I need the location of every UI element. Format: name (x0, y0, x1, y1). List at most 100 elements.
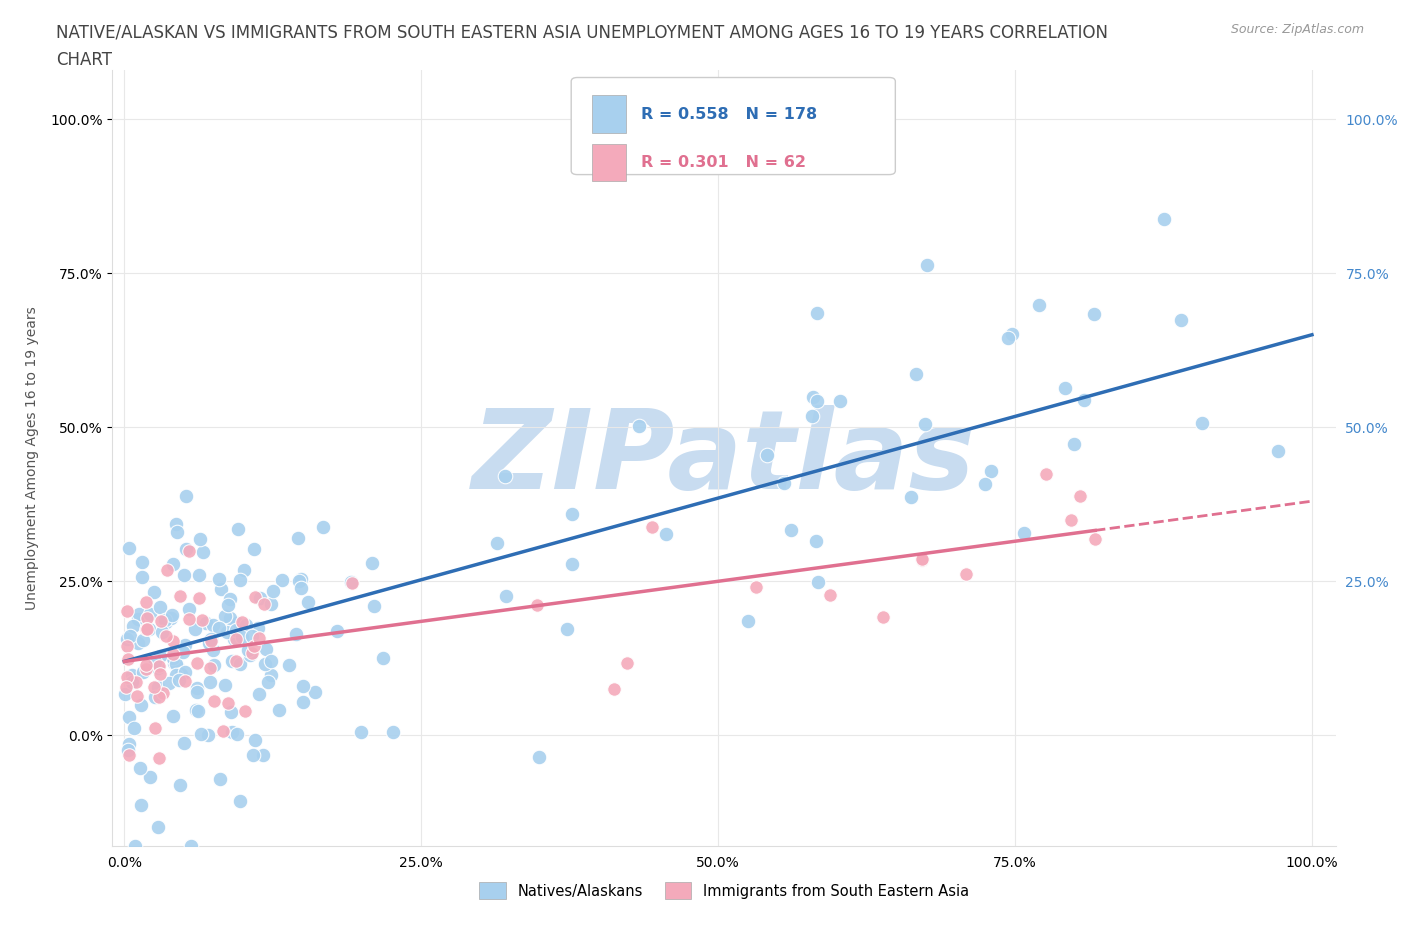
Point (806, 306, 828, 321)
Point (561, 556, 583, 571)
Point (1035, 467, 1057, 482)
Point (121, 668, 143, 683)
Point (217, 696, 239, 711)
Point (191, 545, 214, 560)
Point (129, 761, 152, 776)
Point (349, 724, 371, 739)
Point (143, 689, 166, 704)
Point (253, 596, 276, 611)
Point (801, 409, 824, 424)
Point (122, 618, 145, 633)
Point (152, 685, 174, 700)
Point (914, 417, 936, 432)
Point (174, 637, 197, 652)
Point (218, 610, 240, 625)
Point (252, 748, 274, 763)
Point (202, 643, 225, 658)
Point (208, 620, 231, 635)
Point (225, 654, 247, 669)
Point (304, 684, 326, 699)
Point (231, 630, 253, 644)
Text: Source: ZipAtlas.com: Source: ZipAtlas.com (1230, 23, 1364, 36)
Point (162, 650, 184, 665)
Point (1267, 444, 1289, 458)
Point (287, 530, 309, 545)
Point (1012, 525, 1035, 540)
Point (169, 778, 191, 793)
Point (229, 794, 252, 809)
Point (260, 654, 283, 669)
Text: NATIVE/ALASKAN VS IMMIGRANTS FROM SOUTH EASTERN ASIA UNEMPLOYMENT AMONG AGES 16 : NATIVE/ALASKAN VS IMMIGRANTS FROM SOUTH … (56, 23, 1108, 41)
Point (195, 616, 218, 631)
Point (247, 687, 270, 702)
Point (260, 597, 283, 612)
Point (129, 698, 152, 712)
Point (165, 657, 187, 671)
Point (900, 489, 922, 504)
Point (527, 750, 550, 764)
Point (290, 581, 312, 596)
Point (818, 588, 841, 603)
Point (254, 657, 277, 671)
Point (361, 556, 384, 571)
Point (197, 727, 219, 742)
Point (165, 516, 187, 531)
Text: R = 0.301   N = 62: R = 0.301 N = 62 (641, 154, 806, 169)
Point (148, 751, 170, 765)
Point (142, 679, 165, 694)
Point (256, 674, 278, 689)
Point (162, 607, 184, 622)
Point (225, 616, 247, 631)
Point (177, 602, 200, 617)
Point (262, 584, 284, 599)
Point (127, 611, 149, 626)
Point (233, 563, 256, 578)
Point (165, 667, 187, 682)
Point (183, 621, 205, 636)
Point (118, 540, 141, 555)
Point (290, 572, 312, 587)
Point (806, 533, 828, 548)
Point (249, 591, 271, 605)
Point (146, 819, 169, 834)
Point (1084, 531, 1107, 546)
Point (221, 653, 243, 668)
Point (260, 668, 283, 683)
Point (291, 679, 314, 694)
Point (980, 464, 1002, 479)
Point (243, 733, 266, 748)
Point (149, 648, 172, 663)
Point (172, 644, 194, 659)
Point (143, 721, 166, 736)
Bar (592, 143, 626, 180)
Point (157, 675, 180, 690)
Point (148, 689, 170, 704)
Point (131, 569, 153, 584)
Point (240, 645, 263, 660)
Point (146, 680, 169, 695)
Point (872, 609, 894, 624)
Point (373, 650, 395, 665)
Point (208, 772, 231, 787)
Point (187, 704, 209, 719)
Point (312, 520, 335, 535)
Point (997, 331, 1019, 346)
Point (214, 608, 236, 623)
Point (177, 612, 200, 627)
Point (1073, 392, 1095, 407)
Point (135, 662, 157, 677)
Point (117, 743, 139, 758)
Point (122, 671, 145, 686)
Point (125, 674, 148, 689)
Point (233, 704, 256, 719)
Point (115, 639, 138, 654)
Point (131, 554, 153, 569)
Point (143, 655, 166, 670)
Point (616, 656, 638, 671)
Point (180, 839, 202, 854)
Point (628, 418, 651, 433)
Point (159, 610, 181, 625)
Legend: Natives/Alaskans, Immigrants from South Eastern Asia: Natives/Alaskans, Immigrants from South … (474, 876, 974, 905)
Point (190, 612, 212, 627)
Point (115, 679, 138, 694)
